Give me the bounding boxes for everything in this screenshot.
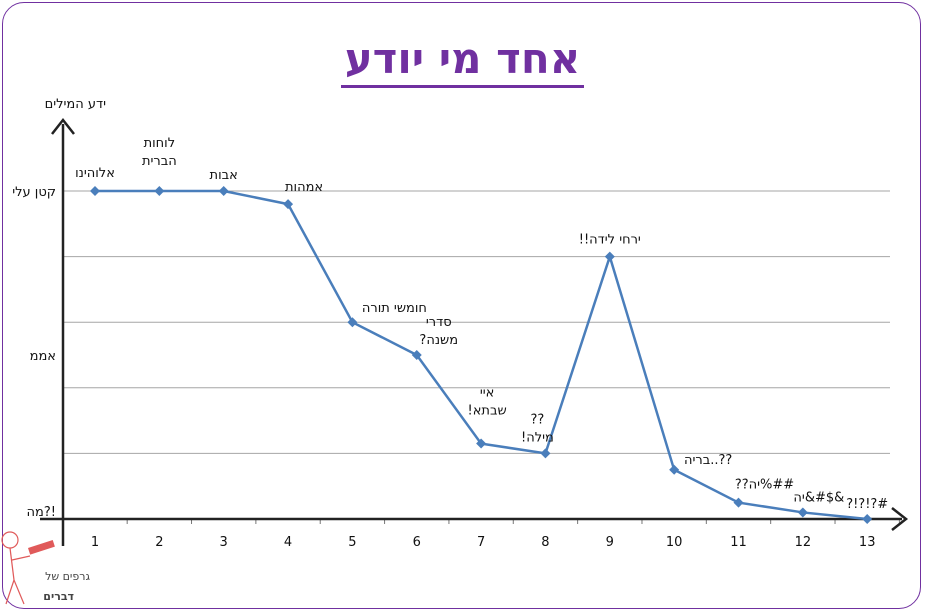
data-point	[476, 438, 487, 449]
x-tick-label: 8	[541, 535, 549, 550]
data-label: איי	[480, 386, 495, 401]
x-tick-label: 9	[606, 535, 614, 550]
data-label: מילה!	[521, 430, 554, 445]
stick-figure-drawing	[1, 531, 55, 605]
data-point	[154, 186, 165, 196]
y-tick-label: קטן עלי	[12, 185, 56, 200]
data-point	[411, 350, 422, 360]
data-label: ??..בריה	[684, 453, 732, 468]
data-label: ??	[531, 412, 545, 427]
logo: גרפים של דברים	[1, 531, 90, 605]
x-tick-label: 4	[284, 535, 292, 550]
x-tick-label: 5	[348, 535, 356, 550]
x-tick-label: 2	[155, 535, 163, 550]
data-point	[90, 186, 100, 196]
logo-text-1: גרפים של	[45, 570, 90, 583]
data-point	[283, 199, 294, 210]
x-tick-label: 3	[220, 535, 228, 550]
chart-title: אחד מי יודע	[340, 34, 585, 88]
x-tick-label: 13	[859, 535, 876, 550]
data-label: שבתא!	[468, 404, 507, 419]
data-label: #?!?!?	[846, 497, 888, 512]
data-label: אבות	[210, 168, 238, 183]
data-label: חומשי תורה	[362, 301, 427, 316]
data-label: סדרי	[426, 315, 452, 330]
logo-text-2: דברים	[43, 590, 74, 603]
series-line	[95, 189, 868, 521]
data-label: &$#&יה	[793, 490, 844, 505]
chart-title-wrap: אחד מי יודע	[0, 34, 925, 88]
x-tick-label: 10	[666, 535, 683, 550]
y-axis-arrow	[51, 117, 75, 135]
x-axis-arrow	[891, 507, 909, 531]
x-tick-label: 12	[795, 535, 812, 550]
data-label: לוחות	[144, 136, 176, 151]
data-point	[540, 448, 551, 459]
y-tick-label: אממ	[30, 349, 56, 364]
data-label: אמהות	[285, 180, 323, 195]
data-label: משנה?	[419, 333, 458, 348]
x-tick-label: 7	[477, 535, 485, 550]
data-label: ##%יה??	[735, 478, 794, 493]
data-point	[347, 317, 358, 328]
data-point	[669, 464, 680, 475]
data-point	[218, 186, 229, 196]
data-point	[604, 251, 615, 262]
y-axis-label: ידע המילים	[45, 97, 107, 112]
data-point	[862, 514, 873, 524]
x-tick-label: 1	[91, 535, 99, 550]
x-tick-label: 11	[730, 535, 747, 550]
data-point	[797, 507, 808, 518]
data-label: הברית	[142, 154, 177, 169]
data-label: אלוהינו	[75, 166, 115, 181]
x-tick-label: 6	[413, 535, 421, 550]
data-label: ירחי לידה!!	[579, 233, 641, 248]
y-tick-label: מה?!	[27, 505, 56, 520]
data-point	[733, 497, 744, 508]
